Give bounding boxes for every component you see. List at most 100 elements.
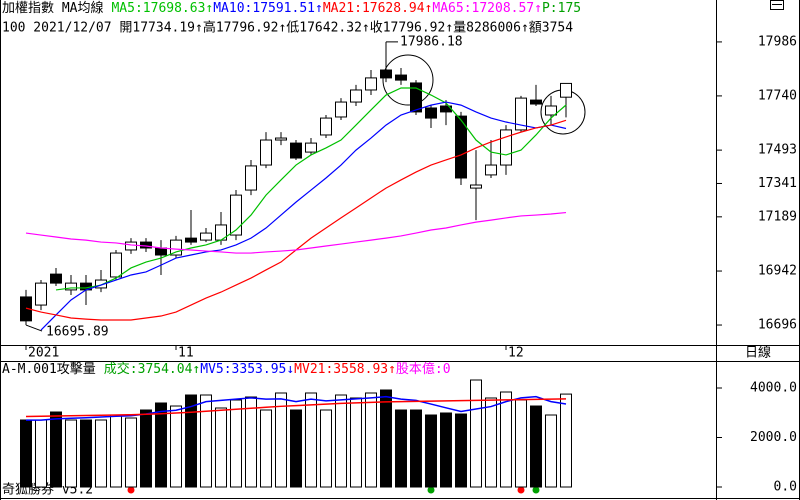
- volume-bar: [440, 412, 452, 488]
- volume-bar: [185, 394, 197, 488]
- candle-body: [455, 115, 467, 179]
- legend-entry: MA21:17628.94↑: [323, 1, 433, 16]
- volume-bar: [65, 419, 77, 488]
- candle-body: [320, 117, 332, 136]
- annotation: 16695.89: [46, 325, 109, 340]
- volume-bar: [365, 392, 377, 488]
- volume-bar: [230, 399, 242, 488]
- annotation: 17986.18: [400, 34, 463, 49]
- candle-body: [290, 142, 302, 159]
- y-tick-label: 17189: [758, 209, 797, 224]
- volume-bar: [455, 413, 467, 488]
- candle-body: [230, 194, 242, 236]
- volume-bar: [95, 419, 107, 488]
- volume-bar: [395, 409, 407, 488]
- candle-body: [155, 247, 167, 256]
- ma-line: [25, 211, 567, 254]
- legend-entry: MV5:3353.95↓: [200, 362, 294, 377]
- candle-body: [410, 82, 422, 113]
- volume-bar: [380, 389, 392, 488]
- candle-body: [275, 137, 287, 141]
- candle-body: [170, 239, 182, 256]
- candle-body: [50, 273, 62, 284]
- volume-bar: [335, 394, 347, 488]
- volume-bar: [200, 394, 212, 488]
- candle-body: [395, 74, 407, 81]
- candle-body: [500, 129, 512, 166]
- volume-ma-line: [25, 398, 567, 418]
- candle-body: [350, 89, 362, 103]
- x-tick-label: 2021: [28, 346, 59, 361]
- ma-line: [40, 101, 567, 331]
- candle-body: [560, 82, 572, 98]
- candle-body: [485, 164, 497, 176]
- quote-line: 100 2021/12/07 開17734.19↑高17796.92↑低1764…: [2, 20, 573, 36]
- volume-bar: [500, 391, 512, 488]
- volume-bar: [560, 393, 572, 488]
- ma-line: [55, 87, 567, 291]
- volume-bar: [245, 396, 257, 488]
- y-tick-label: 16696: [758, 318, 797, 333]
- volume-bar: [485, 397, 497, 488]
- legend-entry: MA10:17591.51↑: [213, 1, 323, 16]
- candle-body: [335, 101, 347, 118]
- volume-bar: [260, 409, 272, 488]
- y-tick-label: 17493: [758, 143, 797, 158]
- volume-bar: [320, 409, 332, 488]
- volume-bar: [290, 409, 302, 488]
- volume-bar: [275, 392, 287, 488]
- volume-bar: [140, 409, 152, 488]
- volume-bar: [530, 405, 542, 488]
- highlight-circle: [382, 54, 434, 106]
- window-icon[interactable]: [770, 0, 784, 10]
- y-tick-label: 0.0: [774, 480, 797, 495]
- candle-body: [260, 139, 272, 166]
- header-line: 加權指數 MA均線 MA5:17698.63↑MA10:17591.51↑MA21…: [2, 0, 581, 16]
- candle-body: [125, 241, 137, 251]
- panel-title: A-M.001攻擊量: [2, 361, 96, 377]
- volume-bar: [35, 419, 47, 488]
- header-line: A-M.001攻擊量 成交:3754.04↑MV5:3353.95↓MV21:35…: [2, 361, 451, 377]
- y-tick-label: 16942: [758, 264, 797, 279]
- volume-bar: [170, 405, 182, 488]
- candle-body: [185, 237, 197, 243]
- volume-bar: [20, 419, 32, 488]
- volume-bar: [305, 392, 317, 488]
- candle-body: [545, 105, 557, 116]
- y-tick-label: 17740: [758, 88, 797, 103]
- volume-bar: [215, 407, 227, 488]
- volume-bar: [125, 417, 137, 488]
- candle-body: [65, 282, 77, 291]
- candle-body: [530, 99, 542, 105]
- candle-body: [95, 279, 107, 289]
- volume-bar: [425, 414, 437, 488]
- volume-bar: [515, 399, 527, 488]
- volume-bar: [110, 414, 122, 488]
- y-tick-label: 17341: [758, 176, 797, 191]
- volume-bar: [350, 397, 362, 488]
- annotation-leader: [25, 324, 43, 332]
- candle-body: [110, 252, 122, 278]
- header-extra: P:175: [542, 1, 581, 16]
- header-extra: 股本億:0: [396, 361, 451, 377]
- legend-entry: 成交:3754.04↑: [104, 361, 200, 377]
- candle-body: [380, 69, 392, 79]
- candle-body: [20, 296, 32, 322]
- candle-body: [425, 107, 437, 119]
- volume-bar: [545, 414, 557, 488]
- candle-body: [365, 77, 377, 91]
- candle-body: [200, 232, 212, 241]
- volume-bar: [470, 379, 482, 488]
- volume-bar: [50, 411, 62, 488]
- legend-entry: MV21:3558.93↑: [294, 362, 396, 377]
- volume-bar: [80, 419, 92, 488]
- candle-body: [515, 97, 527, 131]
- legend-entry: MA65:17208.57↑: [432, 1, 542, 16]
- candle-body: [35, 282, 47, 306]
- candle-body: [470, 184, 482, 189]
- x-tick-label: 11: [178, 346, 194, 361]
- volume-bar: [155, 402, 167, 488]
- candle-body: [305, 142, 317, 153]
